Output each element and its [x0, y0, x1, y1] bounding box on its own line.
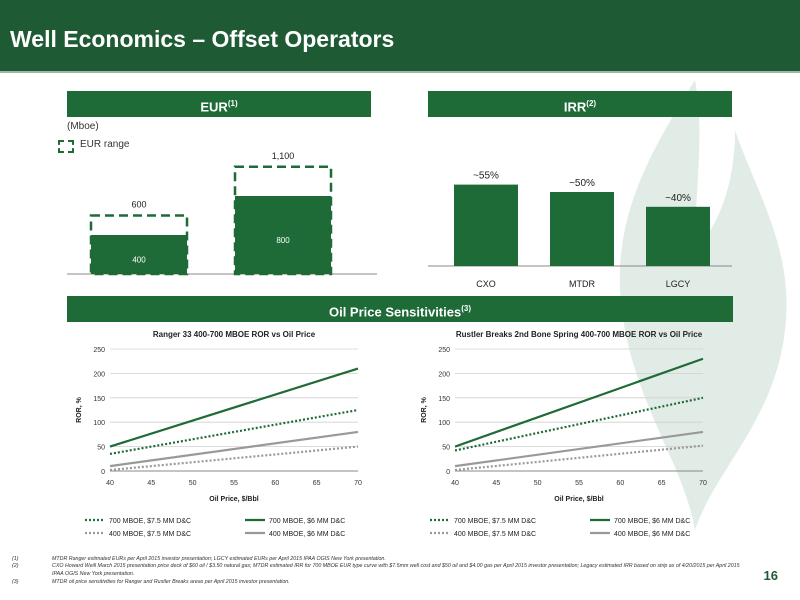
eur-base-label: 800	[276, 236, 290, 245]
y-tick-label: 200	[438, 371, 450, 378]
x-tick-label: 70	[354, 480, 362, 487]
eur-unit-label: (Mboe)	[67, 121, 99, 132]
y-tick-label: 0	[101, 469, 105, 476]
y-tick-label: 250	[93, 347, 105, 354]
legend-label: 700 MBOE, $7.5 MM D&C	[109, 518, 191, 525]
series-line	[109, 430, 359, 468]
x-axis-label: Oil Price, $/Bbl	[554, 496, 603, 503]
y-tick-label: 0	[446, 469, 450, 476]
y-tick-label: 150	[93, 396, 105, 403]
y-tick-label: 100	[438, 420, 450, 427]
line-chart-title: Ranger 33 400-700 MBOE ROR vs Oil Price	[153, 330, 316, 339]
footnote-number: (1)	[12, 556, 19, 562]
legend-label: 400 MBOE, $7.5 MM D&C	[454, 531, 536, 538]
sensitivity-title: Oil Price Sensitivities	[328, 304, 462, 320]
rustler-ror-chart: Rustler Breaks 2nd Bone Spring 400-700 M…	[421, 330, 707, 538]
series-line	[454, 357, 704, 448]
x-tick-label: 45	[492, 480, 500, 487]
irr-category-label: LGCY	[666, 279, 691, 289]
eur-bar	[235, 196, 331, 274]
series-line	[454, 430, 704, 468]
irr-value-label: ~50%	[569, 178, 595, 189]
eur-chart: 400 600 MTDR 800 1,100 LGCY	[67, 151, 377, 280]
x-axis-label: Oil Price, $/Bbl	[209, 496, 258, 503]
irr-bar	[550, 192, 614, 266]
y-axis-label: ROR, %	[421, 396, 428, 422]
legend-label: 400 MBOE, $6 MM D&C	[614, 531, 690, 538]
x-tick-label: 40	[106, 480, 114, 487]
legend-label: 400 MBOE, $7.5 MM D&C	[109, 531, 191, 538]
x-tick-label: 60	[271, 480, 279, 487]
irr-value-label: ~55%	[473, 171, 499, 182]
y-tick-label: 100	[93, 420, 105, 427]
eur-legend-swatch	[58, 140, 74, 153]
x-tick-label: 55	[575, 480, 583, 487]
irr-category-label: MTDR	[569, 279, 595, 289]
series-line	[109, 445, 359, 472]
irr-value-label: ~40%	[665, 193, 691, 204]
irr-chart: ~55% CXO ~50% MTDR ~40% LGCY	[428, 171, 732, 289]
eur-category-label: LGCY	[272, 279, 294, 280]
irr-title: IRR	[563, 99, 587, 115]
y-tick-label: 50	[442, 445, 450, 452]
eur-title: EUR	[200, 99, 228, 115]
page-number: 16	[763, 568, 778, 583]
eur-base-label: 400	[132, 256, 146, 265]
footnote-number: (3)	[12, 579, 19, 585]
irr-category-label: CXO	[476, 279, 496, 289]
y-tick-label: 50	[97, 445, 105, 452]
irr-footnote-ref: (2)	[586, 99, 597, 108]
line-chart-title: Rustler Breaks 2nd Bone Spring 400-700 M…	[456, 330, 703, 339]
x-tick-label: 40	[451, 480, 459, 487]
series-line	[109, 367, 359, 448]
x-tick-label: 50	[534, 480, 542, 487]
eur-range-box	[233, 165, 333, 276]
header-banner: Well Economics – Offset Operators	[0, 0, 800, 73]
page-title: Well Economics – Offset Operators	[10, 26, 395, 52]
eur-range-label: 600	[131, 200, 146, 210]
irr-bar	[454, 184, 518, 266]
footnote-text: CXO Howard Weill March 2015 presentation…	[52, 563, 740, 577]
eur-range-box	[89, 214, 189, 276]
x-tick-label: 55	[230, 480, 238, 487]
eur-section-header: EUR(1)	[67, 91, 371, 117]
sensitivity-footnote-ref: (3)	[461, 304, 471, 313]
ranger-ror-chart: Ranger 33 400-700 MBOE ROR vs Oil Price 0…	[76, 330, 362, 538]
y-tick-label: 250	[438, 347, 450, 354]
y-axis-label: ROR, %	[76, 396, 83, 422]
y-tick-label: 150	[438, 396, 450, 403]
irr-bar	[646, 206, 710, 266]
x-tick-label: 70	[699, 480, 707, 487]
sensitivity-section-header: Oil Price Sensitivities(3)	[67, 296, 733, 322]
eur-legend-label: EUR range	[80, 139, 130, 150]
x-tick-label: 50	[189, 480, 197, 487]
legend-label: 700 MBOE, $6 MM D&C	[614, 518, 690, 525]
legend-label: 400 MBOE, $6 MM D&C	[269, 531, 345, 538]
footnote-number: (2)	[12, 563, 19, 569]
series-line	[454, 396, 704, 452]
legend-label: 700 MBOE, $6 MM D&C	[269, 518, 345, 525]
x-tick-label: 65	[658, 480, 666, 487]
header-divider	[0, 71, 800, 73]
eur-bar	[91, 235, 187, 274]
eur-footnote-ref: (1)	[227, 99, 238, 108]
footnote-text: MTDR Ranger estimated EURs per April 201…	[52, 556, 386, 562]
y-tick-label: 200	[93, 371, 105, 378]
x-tick-label: 60	[616, 480, 624, 487]
series-line	[109, 408, 359, 456]
x-tick-label: 45	[147, 480, 155, 487]
legend-label: 700 MBOE, $7.5 MM D&C	[454, 518, 536, 525]
x-tick-label: 65	[313, 480, 321, 487]
series-line	[454, 444, 704, 472]
eur-range-label: 1,100	[272, 151, 295, 161]
eur-category-label: MTDR	[127, 279, 150, 280]
footnote-text: MTDR oil price sensitivities for Ranger …	[52, 579, 290, 585]
irr-section-header: IRR(2)	[428, 91, 732, 117]
